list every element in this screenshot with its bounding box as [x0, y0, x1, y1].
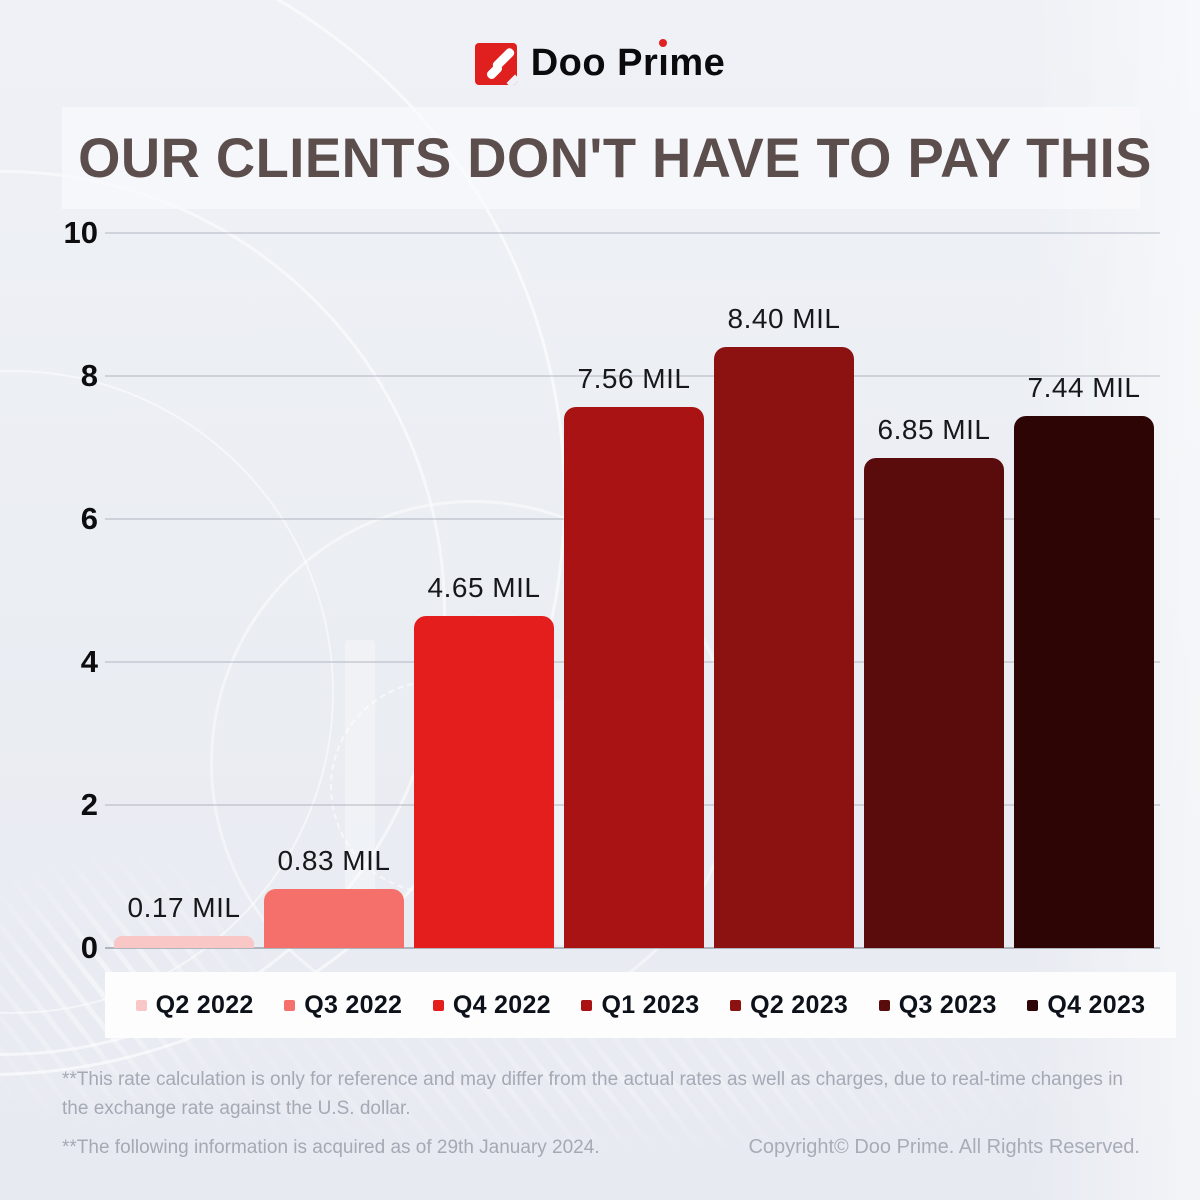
plot-area: 0.17 MIL 0.83 MIL 4.65 MIL 7.56 MIL 8.40 MIL…: [105, 232, 1160, 949]
bar-q1-2023: [564, 407, 704, 948]
legend-item-q2-2023: Q2 2023: [730, 991, 848, 1020]
bar-value-label-q4-2023: 7.44 MIL: [1027, 372, 1141, 403]
legend-label: Q2 2023: [750, 990, 849, 1019]
copyright-text: Copyright© Doo Prime. All Rights Reserve…: [748, 1136, 1140, 1158]
y-axis-tick-label: 0: [80, 930, 98, 965]
footer-row: **The following information is acquired …: [62, 1136, 1140, 1159]
legend-swatch-icon: [730, 999, 742, 1011]
legend-item-q2-2022: Q2 2022: [135, 990, 254, 1020]
y-axis-tick-label: 10: [63, 215, 98, 250]
gridline-8: [105, 375, 1160, 377]
bar-value-label-q3-2022: 0.83 MIL: [277, 845, 391, 876]
bar-q4-2023: [1014, 416, 1154, 948]
y-axis-tick-label: 8: [80, 358, 98, 393]
bar-q2-2023: [714, 347, 854, 948]
doo-prime-logo-icon: [474, 42, 517, 85]
bar-q3-2022: [264, 889, 404, 948]
doo-prime-logo: Doo Prı me: [0, 39, 1200, 85]
legend-item-q4-2022: Q4 2022: [432, 990, 551, 1020]
date-footnote: **The following information is acquired …: [62, 1137, 600, 1158]
legend-item-q3-2023: Q3 2023: [878, 990, 997, 1020]
bar-q2-2022: [114, 936, 254, 948]
logo-wordmark: Doo Prı me: [531, 39, 726, 85]
y-axis-tick-label: 4: [80, 644, 98, 679]
gridline-10: [105, 232, 1160, 234]
legend-label: Q4 2022: [452, 990, 551, 1019]
chart-legend: Q2 2022 Q3 2022 Q4 2022 Q1 2023 Q2 2023 Q3 20…: [105, 972, 1176, 1038]
y-axis-tick-label: 6: [80, 501, 98, 536]
bar-value-label-q1-2023: 7.56 MIL: [577, 363, 691, 394]
bar-q4-2022: [414, 616, 554, 948]
legend-swatch-icon: [284, 999, 296, 1011]
logo-notch: [506, 74, 517, 85]
bar-q3-2023: [864, 458, 1004, 948]
gridline-0: [105, 947, 1160, 949]
legend-label: Q4 2023: [1047, 990, 1146, 1019]
legend-label: Q3 2023: [898, 990, 997, 1019]
legend-swatch-icon: [581, 999, 593, 1011]
bar-value-label-q2-2022: 0.17 MIL: [127, 892, 241, 923]
rate-footnote: **This rate calculation is only for refe…: [62, 1069, 1124, 1119]
y-axis-tick-label: 2: [80, 787, 98, 822]
bar-value-label-q3-2023: 6.85 MIL: [877, 414, 991, 445]
legend-swatch-icon: [1027, 999, 1039, 1011]
legend-swatch-icon: [135, 999, 147, 1011]
bar-value-label-q2-2023: 8.40 MIL: [727, 303, 841, 334]
legend-swatch-icon: [432, 999, 444, 1011]
legend-item-q4-2023: Q4 2023: [1027, 991, 1145, 1020]
legend-item-q3-2022: Q3 2022: [284, 991, 402, 1020]
title-banner: OUR CLIENTS DON'T HAVE TO PAY THIS: [62, 107, 1152, 209]
bar-value-label-q4-2022: 4.65 MIL: [427, 572, 541, 603]
page-title: OUR CLIENTS DON'T HAVE TO PAY THIS: [78, 126, 1152, 189]
logo-i-dot: [659, 39, 668, 47]
legend-swatch-icon: [878, 999, 890, 1011]
legend-label: Q2 2022: [155, 990, 254, 1019]
legend-label: Q3 2022: [304, 990, 403, 1019]
legend-item-q1-2023: Q1 2023: [581, 991, 699, 1020]
legend-label: Q1 2023: [601, 990, 700, 1019]
